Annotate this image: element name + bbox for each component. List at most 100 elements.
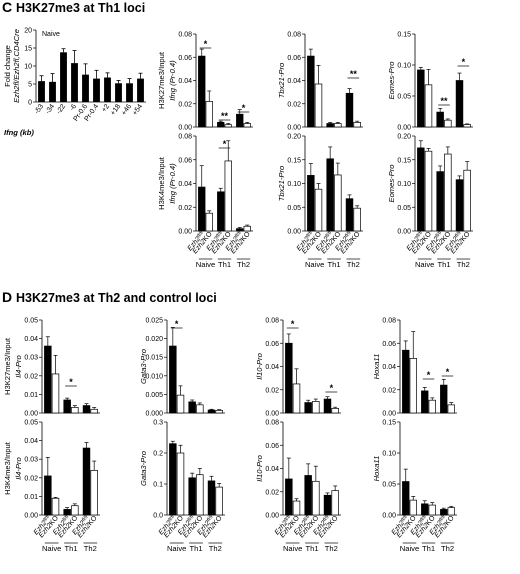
y-tick-label: 0.08 bbox=[287, 32, 301, 39]
bar bbox=[424, 150, 433, 232]
bar bbox=[93, 78, 100, 102]
bar bbox=[304, 475, 312, 516]
significance-mark: ** bbox=[440, 96, 448, 106]
bar bbox=[409, 499, 417, 516]
bar bbox=[312, 480, 320, 516]
chart-c-k27-tbx: 0.00 0.02 0.04 0.06 0.08 Tbx21-Pro ** bbox=[277, 32, 363, 132]
chart-d-k27-gata3: 0.000 0.005 0.010 0.015 0.020 0.025 Gata3-Pro * bbox=[139, 318, 225, 418]
y-axis-label: Tbx21-Pro bbox=[277, 166, 286, 201]
y-tick-label: 0.06 bbox=[178, 55, 192, 62]
group-label: Naive bbox=[400, 544, 419, 553]
group-label: Naive bbox=[196, 260, 215, 269]
y-axis-label: H3K27me3/Input bbox=[157, 51, 166, 109]
bar bbox=[417, 147, 425, 232]
y-tick-label: 0.2 bbox=[153, 451, 163, 458]
bar bbox=[243, 123, 251, 128]
y-tick-label: 0 bbox=[28, 100, 32, 107]
group-label: Naive bbox=[283, 544, 302, 553]
bar bbox=[71, 407, 79, 414]
y-tick-label: 10 bbox=[24, 64, 32, 71]
x-axis-label: Ifng (kb) bbox=[4, 128, 34, 137]
panel-letter: D bbox=[2, 289, 12, 305]
y-tick-label: 0.10 bbox=[397, 181, 411, 188]
bar bbox=[428, 399, 436, 414]
x-tick-label: -53 bbox=[34, 103, 46, 115]
y-tick-label: 0.02 bbox=[178, 205, 192, 212]
bar bbox=[44, 345, 52, 414]
y-tick-label: 0.02 bbox=[287, 101, 301, 108]
group-label: Naive bbox=[42, 544, 61, 553]
y-tick-label: 0.00 bbox=[382, 513, 396, 520]
y-tick-label: 0.05 bbox=[24, 420, 38, 427]
y-axis-label: Il10-Pro bbox=[255, 353, 264, 380]
chart-c-k4-tbx: 0.000.050.100.150.20Tbx21-ProEzh2fl/flEz… bbox=[277, 134, 363, 269]
bar bbox=[444, 119, 452, 128]
bar bbox=[353, 207, 361, 232]
x-tick-label: -22 bbox=[56, 103, 68, 115]
bar bbox=[169, 345, 177, 414]
y-tick-label: 0.00 bbox=[287, 125, 301, 132]
bar bbox=[312, 401, 320, 414]
bar bbox=[82, 74, 89, 102]
bar bbox=[402, 481, 410, 516]
y-tick-label: 0.05 bbox=[287, 205, 301, 212]
y-tick-label: 0.15 bbox=[382, 420, 396, 427]
y-tick-label: 0.03 bbox=[24, 355, 38, 362]
chart-d-k27-il4: 0.00 0.01 0.02 0.03 0.04 0.05 H3K27me3/Input Il… bbox=[3, 318, 100, 418]
group-label: Naive bbox=[167, 544, 186, 553]
bar bbox=[409, 358, 417, 414]
bar bbox=[51, 497, 60, 516]
bar bbox=[447, 404, 455, 414]
y-tick-label: 0.02 bbox=[265, 489, 279, 496]
bar bbox=[345, 92, 354, 128]
y-tick-label: 5 bbox=[28, 82, 32, 89]
bar bbox=[292, 383, 301, 414]
significance-mark: * bbox=[204, 39, 208, 49]
y-tick-label: 0.04 bbox=[24, 438, 38, 445]
bar bbox=[463, 124, 471, 128]
y-tick-label: 0.10 bbox=[397, 63, 411, 70]
x-tick-label: -6 bbox=[69, 103, 78, 112]
bar bbox=[137, 78, 144, 102]
bar bbox=[436, 171, 444, 232]
y-tick-label: 0.02 bbox=[382, 387, 396, 394]
group-label: Th2 bbox=[441, 544, 454, 553]
bar bbox=[49, 81, 56, 102]
y-tick-label: 0.08 bbox=[265, 420, 279, 427]
bar bbox=[104, 77, 111, 102]
significance-mark: * bbox=[223, 139, 227, 149]
x-tick-label: +2 bbox=[101, 103, 111, 114]
chart-d-k4-gata3: 0.00.10.20.3Gata3-ProEzh2fl/flEzh2KOEzh2… bbox=[139, 420, 225, 553]
bar bbox=[44, 475, 52, 516]
chart-c-k4-eomes: 0.000.050.100.150.20Eomes-ProEzh2fl/flEz… bbox=[387, 134, 473, 269]
y-tick-label: 0.04 bbox=[178, 181, 192, 188]
bar bbox=[455, 80, 464, 128]
y-tick-label: 0.04 bbox=[265, 466, 279, 473]
y-tick-label: 0.15 bbox=[287, 157, 301, 164]
y-tick-label: 0.08 bbox=[382, 318, 396, 325]
y-tick-label: 0.20 bbox=[287, 134, 301, 141]
bar bbox=[51, 373, 60, 414]
chart-d-k4-il10: 0.000.020.040.060.08Il10-ProEzh2fl/flEzh… bbox=[255, 420, 341, 553]
bar bbox=[428, 504, 436, 516]
y-tick-label: 0.3 bbox=[153, 420, 163, 427]
bar bbox=[236, 113, 244, 128]
significance-mark: * bbox=[291, 319, 295, 329]
group-label: Th2 bbox=[347, 260, 360, 269]
y-tick-label: 0.06 bbox=[178, 157, 192, 164]
y-tick-label: 0.01 bbox=[24, 392, 38, 399]
bar bbox=[331, 490, 339, 516]
y-tick-label: 0.005 bbox=[145, 392, 163, 399]
section-c-heading: C H3K27me3 at Th1 loci bbox=[2, 0, 145, 15]
y-tick-label: 0.05 bbox=[397, 94, 411, 101]
y-tick-label: 0.03 bbox=[24, 457, 38, 464]
y-tick-label: 0.04 bbox=[382, 364, 396, 371]
bar bbox=[217, 191, 225, 232]
y-tick-label: 0.02 bbox=[265, 387, 279, 394]
group-label: Naive bbox=[415, 260, 434, 269]
bar bbox=[82, 405, 91, 414]
y-tick-label: 0.15 bbox=[397, 157, 411, 164]
y-axis-label: Hoxa11 bbox=[372, 354, 381, 380]
bar bbox=[63, 399, 71, 414]
